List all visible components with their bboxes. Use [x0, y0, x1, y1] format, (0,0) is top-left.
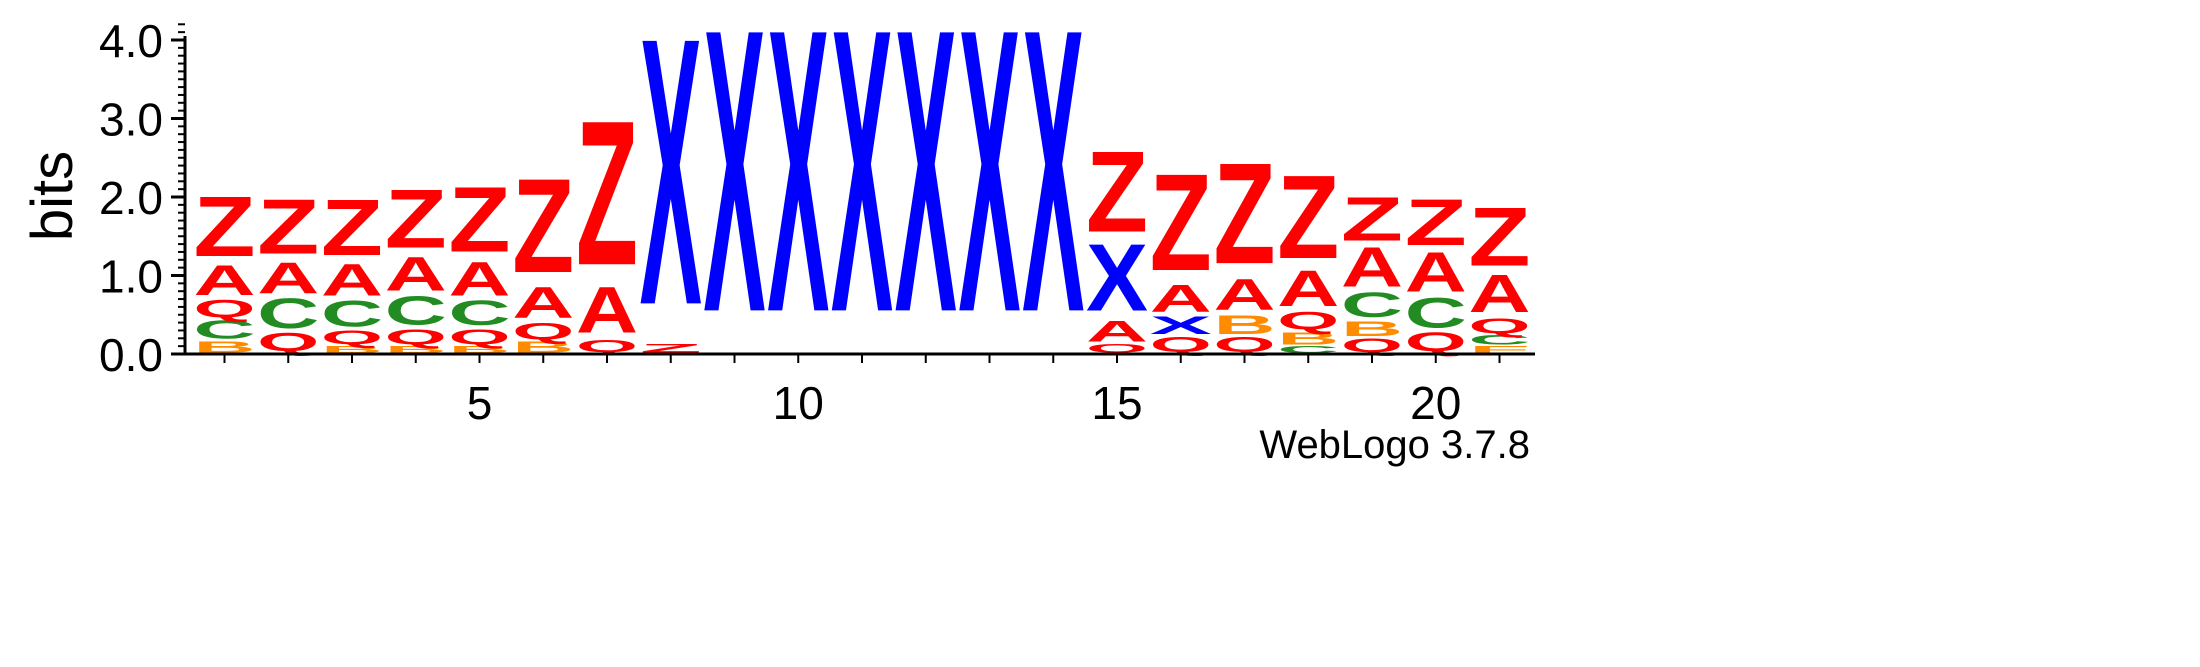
- logo-glyph-q: Q: [1341, 334, 1403, 356]
- logo-glyph-c: C: [1341, 286, 1403, 325]
- logo-glyph-a: A: [1405, 241, 1467, 304]
- logo-glyph-z: Z: [1086, 128, 1148, 256]
- logo-glyph-a: A: [321, 254, 383, 305]
- x-tick-label: 5: [467, 377, 493, 429]
- logo-glyph-q: Q: [576, 337, 638, 356]
- logo-glyph-x: X: [959, 0, 1021, 397]
- y-axis-label: bits: [20, 151, 85, 241]
- logo-glyph-q: Q: [385, 325, 447, 349]
- logo-glyph-z: Z: [1150, 145, 1212, 300]
- logo-glyph-a: A: [1214, 269, 1276, 319]
- logo-glyph-z: Z: [1277, 152, 1339, 284]
- logo-glyph-q: Q: [321, 327, 383, 349]
- logo-glyph-x: X: [1086, 225, 1148, 331]
- x-axis-ticks: 5 10 15 20: [223, 354, 1501, 429]
- logo-glyph-q: Q: [449, 325, 511, 349]
- logo-glyph-c: C: [449, 294, 511, 333]
- logo-glyph-q: Q: [1277, 306, 1339, 335]
- logo-glyph-x: X: [1022, 0, 1084, 397]
- logo-glyph-a: A: [1277, 260, 1339, 317]
- logo-glyph-z: Z: [512, 151, 574, 301]
- logo-glyph-a: A: [385, 247, 447, 301]
- logo-glyph-q: Q: [1405, 326, 1467, 357]
- logo-glyph-b: B: [449, 344, 511, 355]
- logo-glyph-x: X: [895, 0, 957, 397]
- logo-glyph-z: Z: [1469, 190, 1531, 284]
- logo-glyph-q: Q: [257, 327, 319, 357]
- logo-glyph-q: Q: [1214, 333, 1276, 357]
- logo-glyph-a: A: [1469, 264, 1531, 324]
- logo-glyph-c: C: [321, 293, 383, 334]
- logo-glyph-c: C: [1405, 290, 1467, 337]
- logo-glyph-b: B: [1341, 317, 1403, 341]
- logo-glyph-z: Z: [1405, 185, 1467, 259]
- logo-glyph-a: A: [1341, 236, 1403, 299]
- logo-glyph-q: Q: [1469, 314, 1531, 338]
- y-tick-label: 1.0: [99, 251, 163, 303]
- logo-glyph-z: Z: [321, 183, 383, 272]
- y-axis-ticks: 0.0 1.0 2.0 3.0 4.0: [99, 15, 185, 381]
- logo-glyph-b: B: [194, 338, 256, 355]
- logo-glyph-a: A: [576, 274, 638, 347]
- logo-glyph-c: C: [1469, 332, 1531, 347]
- logo-glyph-c: C: [385, 288, 447, 334]
- logo-glyph-b: B: [512, 338, 574, 355]
- weblogo-credit: WebLogo 3.7.8: [1259, 423, 1530, 467]
- logo-glyph-c: C: [257, 290, 319, 337]
- logo-glyph-z: Z: [194, 179, 256, 275]
- y-tick-label: 3.0: [99, 94, 163, 146]
- logo-glyph-z: Z: [385, 172, 447, 266]
- logo-glyph-z: Z: [257, 184, 319, 271]
- x-tick-label: 15: [1091, 377, 1142, 429]
- logo-glyph-q: Q: [1086, 342, 1148, 355]
- logo-glyph-z: Z: [1214, 134, 1276, 295]
- logo-glyph-b: B: [1277, 329, 1339, 349]
- logo-glyph-x: X: [831, 0, 893, 397]
- logo-glyph-q: Q: [194, 294, 256, 323]
- logo-glyph-x: X: [767, 0, 829, 397]
- logo-glyph-a: A: [512, 277, 574, 327]
- logo-glyph-b: B: [321, 344, 383, 355]
- logo-glyph-z: Z: [449, 168, 511, 272]
- logo-glyph-b: B: [385, 344, 447, 355]
- logo-glyph-a: A: [194, 257, 256, 304]
- logo-glyph-a: A: [1086, 315, 1148, 348]
- logo-glyph-x: X: [640, 0, 702, 384]
- y-tick-label: 2.0: [99, 172, 163, 224]
- logo-glyph-f: F: [1469, 344, 1531, 355]
- logo-glyph-a: A: [449, 251, 511, 305]
- logo-glyph-b: B: [1214, 309, 1276, 339]
- logo-glyph-a: A: [257, 253, 319, 303]
- logo-glyph-c: C: [194, 315, 256, 344]
- logo-glyph-q: Q: [1150, 333, 1212, 357]
- logo-glyph-x: X: [1150, 311, 1212, 339]
- x-tick-label: 20: [1410, 377, 1461, 429]
- logo-glyph-c: C: [1277, 344, 1339, 355]
- logo-glyph-z: Z: [1341, 184, 1403, 254]
- logo-glyph-z: Z: [576, 79, 638, 309]
- logo-glyph-z: Z: [640, 342, 702, 355]
- logo-glyph-q: Q: [512, 318, 574, 344]
- logo-glyph-a: A: [1150, 278, 1212, 321]
- y-tick-label: 0.0: [99, 329, 163, 381]
- y-tick-label: 4.0: [99, 15, 163, 67]
- logo-glyph-x: X: [704, 0, 766, 397]
- x-tick-label: 10: [773, 377, 824, 429]
